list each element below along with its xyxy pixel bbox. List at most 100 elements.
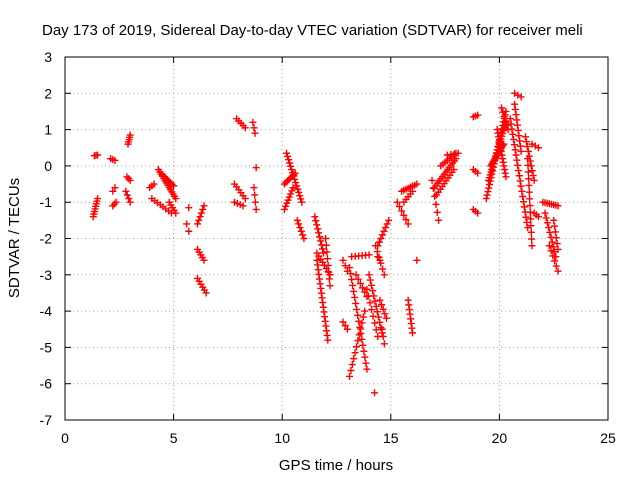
data-point — [375, 313, 383, 321]
data-point — [350, 287, 358, 295]
data-point — [499, 108, 507, 116]
data-point — [431, 192, 439, 200]
data-point — [252, 205, 260, 213]
data-point — [380, 227, 388, 235]
data-point — [516, 142, 524, 150]
data-point — [312, 217, 320, 225]
y-tick-label: -4 — [40, 303, 53, 319]
data-point — [298, 198, 306, 206]
data-point — [486, 177, 494, 185]
data-point — [551, 228, 559, 236]
data-point — [522, 213, 530, 221]
data-point — [295, 188, 303, 196]
data-point — [523, 143, 531, 151]
data-point — [517, 93, 525, 101]
data-point — [413, 180, 421, 188]
data-point — [315, 229, 323, 237]
data-point — [380, 340, 388, 348]
data-point — [350, 355, 358, 363]
data-point — [542, 214, 550, 222]
data-point — [352, 343, 360, 351]
x-tick-label: 0 — [61, 430, 69, 446]
data-point — [534, 213, 542, 221]
data-point — [325, 275, 333, 283]
x-tick-label: 10 — [274, 430, 290, 446]
data-point — [507, 120, 515, 128]
data-point — [126, 176, 134, 184]
data-point — [196, 213, 204, 221]
data-point — [385, 216, 393, 224]
data-point — [297, 227, 305, 235]
data-point — [288, 187, 296, 195]
data-point — [324, 336, 332, 344]
plot-frame — [64, 56, 609, 421]
data-point — [355, 331, 363, 339]
y-axis-ticks: -7 -6 -5 -4 -3 -2 -1 0 1 2 3 — [40, 49, 608, 428]
data-point — [380, 271, 388, 279]
data-point — [250, 124, 258, 132]
data-point — [296, 224, 304, 232]
y-tick-label: -1 — [40, 194, 53, 210]
data-point — [524, 147, 532, 155]
data-point — [548, 238, 556, 246]
data-point — [383, 220, 391, 228]
data-point — [94, 195, 102, 203]
data-point — [365, 251, 373, 259]
data-point — [512, 151, 520, 159]
data-point — [351, 293, 359, 301]
data-point — [363, 365, 371, 373]
data-point — [168, 180, 176, 188]
data-point — [239, 202, 247, 210]
data-point — [111, 184, 119, 192]
data-point — [323, 248, 331, 256]
data-point — [363, 285, 371, 293]
data-point — [358, 319, 366, 327]
data-point — [195, 216, 203, 224]
data-point — [400, 211, 408, 219]
data-point — [512, 111, 520, 119]
x-tick-label: 25 — [600, 430, 616, 446]
data-point — [360, 347, 368, 355]
data-point — [435, 216, 443, 224]
data-point — [483, 191, 491, 199]
data-point — [359, 341, 367, 349]
data-point — [378, 301, 386, 309]
data-point — [525, 181, 533, 189]
data-point — [515, 132, 523, 140]
data-point — [511, 146, 519, 154]
data-point — [514, 126, 522, 134]
data-point — [378, 325, 386, 333]
data-point — [517, 147, 525, 155]
data-point — [482, 195, 490, 203]
data-point — [514, 121, 521, 129]
data-point — [377, 235, 385, 242]
data-point — [280, 180, 288, 188]
data-point — [368, 306, 376, 314]
data-point — [202, 289, 210, 297]
data-point — [249, 118, 257, 126]
data-point — [356, 280, 364, 288]
data-point — [348, 361, 356, 369]
data-point — [510, 135, 518, 143]
data-point — [163, 176, 171, 184]
data-point — [159, 171, 167, 179]
data-point — [552, 234, 560, 242]
data-point — [526, 208, 534, 216]
data-point — [527, 228, 535, 236]
data-point — [347, 367, 355, 374]
y-tick-label: -2 — [40, 231, 53, 247]
data-point — [322, 235, 330, 242]
data-point — [379, 333, 387, 341]
data-point — [123, 191, 131, 199]
data-point — [361, 307, 369, 315]
data-point — [404, 220, 412, 228]
data-point — [526, 202, 534, 210]
data-point — [291, 169, 299, 177]
data-point — [474, 169, 482, 177]
data-point — [543, 219, 551, 227]
data-point — [515, 167, 523, 175]
data-point — [367, 281, 375, 289]
data-point — [294, 185, 302, 193]
data-point — [520, 203, 528, 211]
